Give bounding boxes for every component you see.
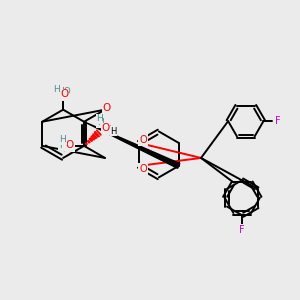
Text: O: O: [101, 123, 110, 133]
Text: H: H: [97, 118, 104, 127]
Text: F: F: [239, 225, 245, 235]
Text: O: O: [66, 140, 74, 150]
Text: O: O: [103, 103, 111, 113]
Text: O: O: [61, 90, 68, 100]
Text: H: H: [96, 114, 103, 123]
Text: HO: HO: [59, 141, 73, 150]
Text: O: O: [139, 135, 147, 145]
Text: O: O: [66, 141, 74, 151]
Text: H: H: [59, 136, 66, 145]
Text: O: O: [60, 89, 68, 99]
Text: H: H: [53, 85, 60, 94]
Text: O: O: [139, 164, 147, 174]
Text: F: F: [275, 116, 281, 126]
Text: O: O: [103, 102, 110, 112]
Text: HO: HO: [57, 87, 71, 96]
Polygon shape: [84, 122, 180, 168]
Text: O: O: [103, 124, 111, 134]
Text: H: H: [110, 127, 117, 136]
